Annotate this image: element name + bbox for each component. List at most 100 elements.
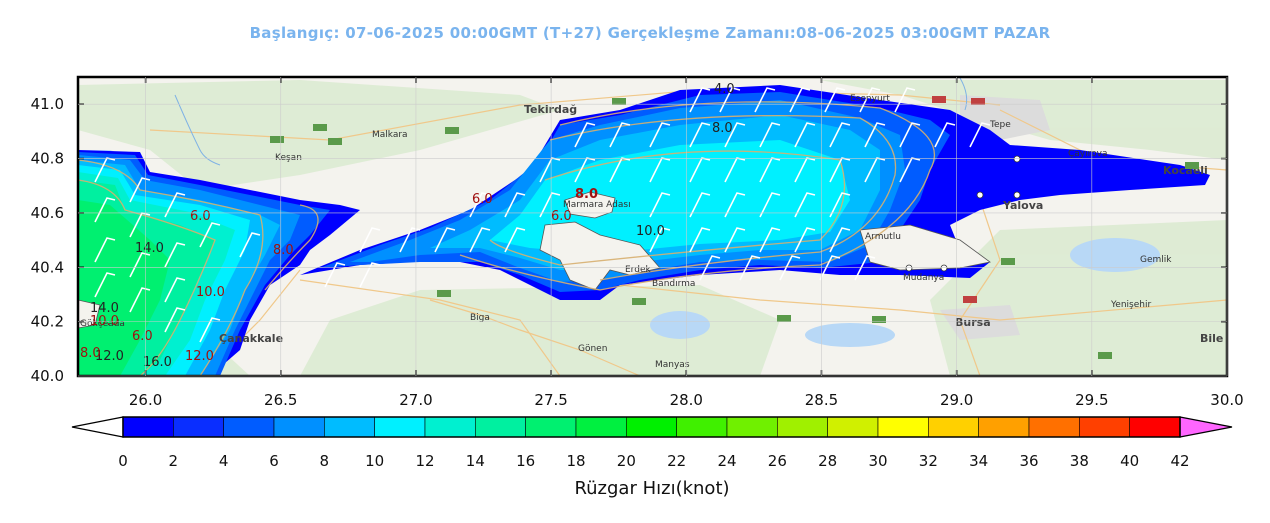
place-cayirova: Çayırova: [1068, 149, 1107, 159]
marmara-island: [564, 191, 616, 219]
wind-field-10-12kt: [78, 140, 850, 376]
contour-label-10a: 10.0: [636, 224, 665, 239]
place-erdek: Erdek: [625, 265, 651, 275]
colorbar-tick-label: 24: [717, 452, 736, 470]
colorbar-swatch: [475, 416, 526, 438]
map-area[interactable]: Tekirdağ Çanakkale Yalova Bursa Kocaeli …: [78, 77, 1227, 380]
wind-barb-icon: [434, 227, 456, 253]
wind-barb-icon: [899, 157, 921, 183]
y-tick-label: 40.0: [31, 367, 64, 385]
wind-barb-icon: [129, 252, 151, 278]
contour-label-8b: 8.0: [575, 187, 598, 202]
armutlu-peninsula: [859, 224, 991, 271]
wind-barb-icon: [649, 122, 671, 148]
colorbar-tick-label: 16: [516, 452, 535, 470]
wind-barb-icon: [854, 255, 876, 281]
wind-barb-icon: [759, 157, 781, 183]
x-axis: 26.0 26.5 27.0 27.5 28.0 28.5 29.0 29.5 30.0: [129, 77, 1244, 409]
wind-barb-icon: [724, 192, 746, 218]
colorbar-tick-label: 10: [365, 452, 384, 470]
x-tick-label: 29.0: [940, 391, 973, 409]
place-gonen: Gönen: [578, 344, 607, 354]
contour-label-14a: 14.0: [135, 241, 164, 256]
colorbar-swatch: [1079, 416, 1130, 438]
wind-barb-icon: [539, 192, 561, 218]
wind-barb-icon: [649, 157, 671, 183]
wind-barb-icon: [794, 227, 816, 253]
place-gokceada: Gökçeada: [80, 319, 125, 329]
wind-barb-icon: [739, 255, 761, 281]
wind-barb-icon: [164, 307, 186, 333]
place-manyas: Manyas: [655, 360, 690, 370]
colorbar-swatch: [223, 416, 275, 438]
contour-label-12b: 12.0: [185, 349, 214, 364]
wind-barb-icon: [759, 227, 781, 253]
colorbar-tick-label: 40: [1120, 452, 1139, 470]
wind-barb-icon: [794, 192, 816, 218]
colorbar-swatch: [726, 416, 778, 438]
lake-iznik: [1070, 238, 1160, 272]
colorbar-swatch: [1028, 416, 1080, 438]
wind-barb-icon: [574, 122, 596, 148]
wind-barb-icon: [129, 177, 151, 203]
place-bursa: Bursa: [955, 316, 991, 329]
page-title: Başlangıç: 07-06-2025 00:00GMT (T+27) Ge…: [249, 24, 1051, 42]
wind-barb-icon: [94, 157, 116, 183]
wind-barb-icon: [239, 232, 261, 258]
colorbar-tick-label: 26: [768, 452, 787, 470]
x-tick-label: 30.0: [1210, 391, 1243, 409]
colorbar-swatch: [122, 416, 174, 438]
place-canakkale: Çanakkale: [219, 332, 283, 345]
colorbar-tick-label: 12: [415, 452, 434, 470]
colorbar-tick-label: 22: [667, 452, 686, 470]
x-tick-label: 28.0: [670, 391, 703, 409]
x-tick-label: 29.5: [1075, 391, 1108, 409]
wind-barb-icon: [969, 122, 991, 148]
colorbar-swatch: [928, 416, 979, 438]
colorbar-swatch: [374, 416, 426, 438]
wind-barb-icon: [94, 272, 116, 298]
colorbar-swatch: [877, 416, 929, 438]
wind-barb-icon: [504, 192, 526, 218]
wind-barb-icon: [129, 287, 151, 313]
colorbar: 0 2 4 6 8 10 12 14 16 18 20 22 24 26 28 30 32 34 36 38 40 42: [71, 416, 1233, 470]
wind-barb-icon: [199, 317, 221, 343]
colorbar-swatch: [575, 416, 627, 438]
city-marker-icons: [905, 155, 1021, 272]
wind-barb-icon: [94, 197, 116, 223]
colorbar-swatch: [978, 416, 1030, 438]
y-tick-label: 40.6: [31, 204, 64, 222]
colorbar-tick-label: 0: [118, 452, 128, 470]
colorbar-tick-label: 42: [1170, 452, 1189, 470]
wind-barb-icon: [819, 255, 841, 281]
wind-field-16-18kt: [78, 200, 170, 376]
place-biga: Biga: [470, 313, 490, 323]
colorbar-tick-label: 20: [617, 452, 636, 470]
place-kesan: Keşan: [275, 153, 302, 163]
wind-barb-icon: [359, 262, 381, 288]
wind-barb-icon: [689, 157, 711, 183]
y-tick-label: 40.2: [31, 313, 64, 331]
wind-barb-icon: [164, 192, 186, 218]
contour-label-12a: 12.0: [95, 349, 124, 364]
contour-label-6a: 6.0: [472, 192, 493, 207]
place-malkara: Malkara: [372, 130, 408, 140]
colorbar-title: Rüzgar Hızı(knot): [574, 478, 729, 499]
wind-barb-icon: [794, 157, 816, 183]
road-shield-icons: [270, 96, 1199, 359]
place-mudanya: Mudanya: [903, 273, 944, 283]
colorbar-over-arrow: [1179, 416, 1233, 438]
wind-barb-icon: [359, 227, 381, 253]
wind-barb-icon: [609, 122, 631, 148]
colorbar-swatch: [676, 416, 728, 438]
wind-barb-icon: [779, 255, 801, 281]
colorbar-tick-label: 38: [1070, 452, 1089, 470]
wind-barb-icon: [164, 277, 186, 303]
wind-barb-icon: [759, 122, 781, 148]
wind-barb-icon: [724, 227, 746, 253]
x-tick-label: 26.5: [264, 391, 297, 409]
contour-label-8d: 8.0: [80, 346, 101, 361]
x-tick-label: 26.0: [129, 391, 162, 409]
wind-barb-icon: [324, 262, 346, 288]
